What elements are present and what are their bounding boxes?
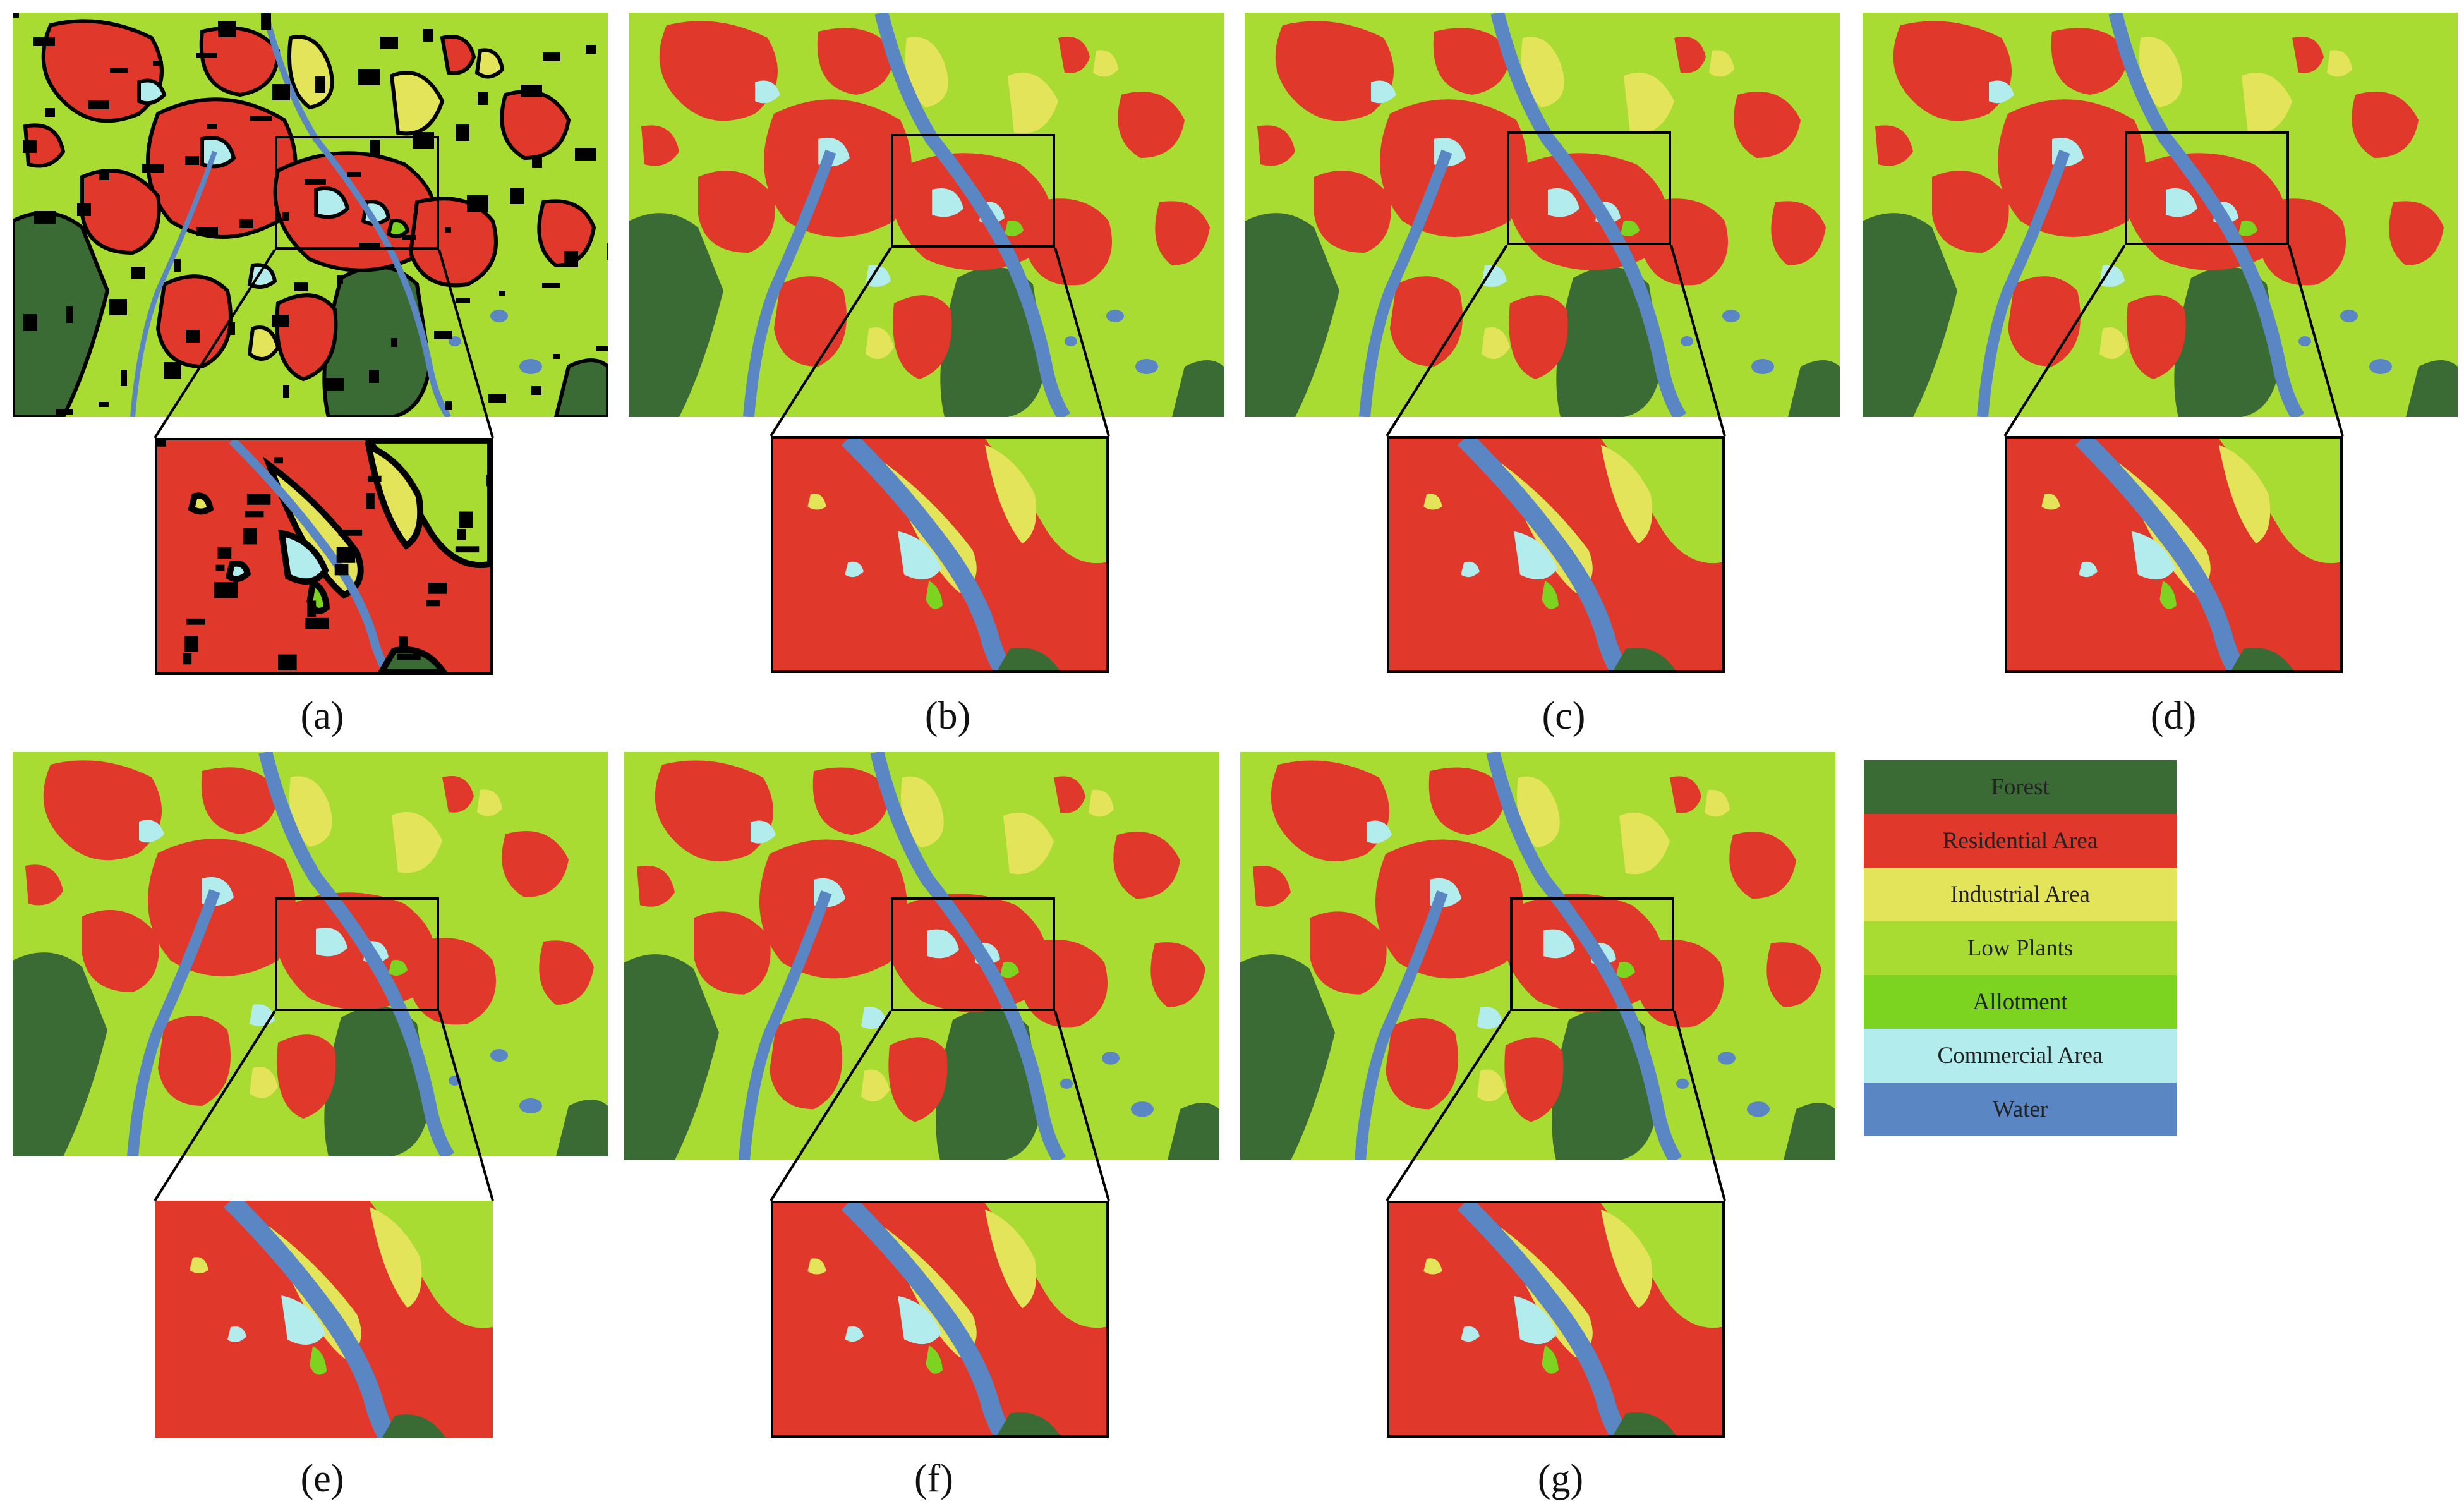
caption-g: (g) [1537, 1457, 1584, 1500]
legend-item-low-plants: Low Plants [1864, 921, 2177, 975]
legend-item-water: Water [1864, 1083, 2177, 1136]
zoom-region-a [275, 136, 439, 250]
zoom-inset-f [771, 1201, 1109, 1438]
caption-a: (a) [300, 694, 344, 737]
zoom-region-c [1507, 131, 1671, 245]
caption-b: (b) [924, 694, 971, 737]
caption-f: (f) [914, 1457, 953, 1500]
zoom-inset-d [2005, 436, 2343, 673]
caption-c: (c) [1542, 694, 1586, 737]
map-g [1240, 752, 1835, 1160]
zoom-inset-b [771, 436, 1109, 673]
zoom-region-b [891, 134, 1055, 248]
zoom-inset-c [1387, 436, 1725, 673]
zoom-region-f [891, 897, 1055, 1011]
zoom-inset-e [155, 1201, 493, 1438]
caption-d: (d) [2150, 694, 2197, 737]
map-a [13, 13, 608, 417]
map-e [13, 752, 608, 1156]
zoom-region-d [2125, 131, 2289, 245]
caption-e: (e) [300, 1457, 344, 1500]
zoom-region-e [275, 897, 439, 1011]
zoom-inset-a [155, 438, 493, 675]
legend-item-forest: Forest [1864, 760, 2177, 814]
legend-item-residential-area: Residential Area [1864, 814, 2177, 868]
map-d [1863, 13, 2458, 417]
legend-item-allotment: Allotment [1864, 975, 2177, 1029]
legend-item-industrial-area: Industrial Area [1864, 868, 2177, 921]
legend: Forest Residential Area Industrial Area … [1864, 760, 2177, 1136]
zoom-region-g [1510, 897, 1674, 1011]
zoom-inset-g [1387, 1201, 1725, 1438]
legend-item-commercial-area: Commercial Area [1864, 1029, 2177, 1083]
map-c [1245, 13, 1840, 417]
